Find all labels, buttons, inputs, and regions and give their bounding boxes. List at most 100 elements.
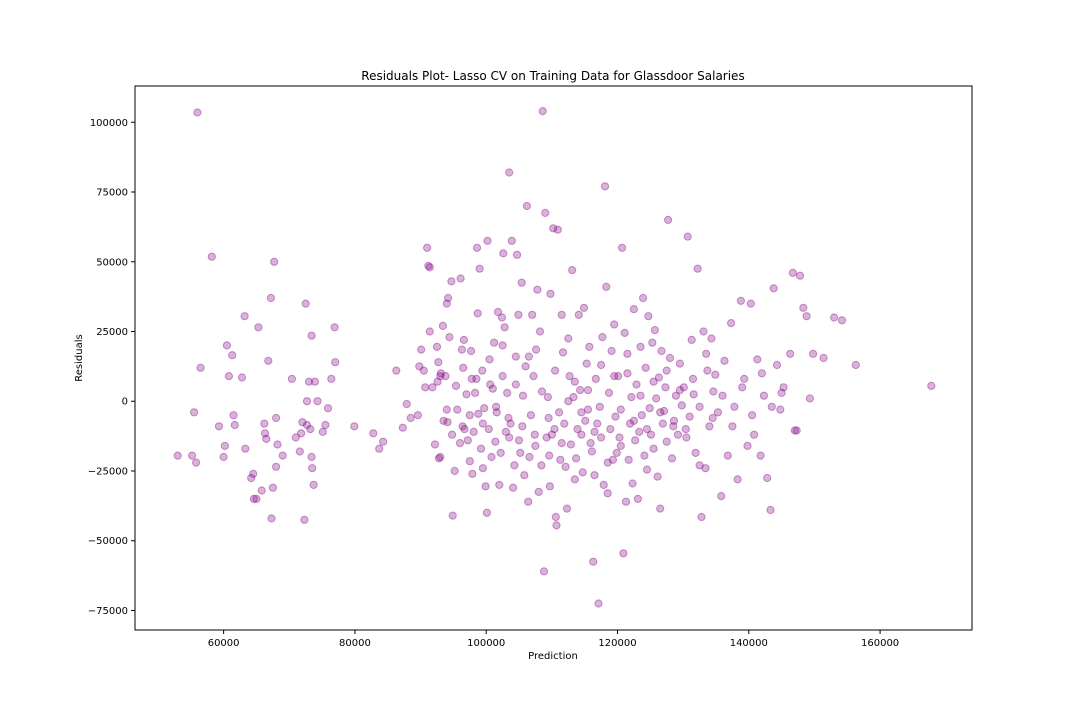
data-point <box>603 489 612 498</box>
data-point <box>564 334 573 343</box>
data-point <box>625 419 635 428</box>
data-point <box>436 372 445 381</box>
data-point <box>228 351 237 360</box>
data-point <box>508 483 518 492</box>
data-point <box>433 377 442 386</box>
data-point <box>662 366 671 375</box>
data-point <box>769 284 778 293</box>
data-point <box>627 393 636 402</box>
data-point <box>551 366 560 375</box>
data-point <box>606 425 615 434</box>
data-point <box>321 420 330 430</box>
data-point <box>546 289 555 298</box>
data-point <box>520 471 529 480</box>
x-tick-label: 100000 <box>467 638 505 649</box>
data-point <box>600 182 610 191</box>
data-point <box>375 444 384 453</box>
data-point <box>685 412 694 421</box>
data-point <box>249 469 258 478</box>
data-point <box>593 419 602 428</box>
data-point <box>498 341 507 350</box>
data-point <box>478 366 487 375</box>
data-point <box>595 402 604 411</box>
data-point <box>753 355 762 364</box>
y-tick-label: −75000 <box>88 606 128 617</box>
data-point <box>583 386 593 395</box>
data-point <box>802 312 811 321</box>
data-point <box>639 293 648 303</box>
data-point <box>736 296 746 305</box>
data-point <box>291 433 300 442</box>
data-point <box>604 388 614 397</box>
data-point <box>577 430 586 439</box>
data-point <box>272 413 281 423</box>
y-tick-label: 75000 <box>96 188 128 199</box>
data-point <box>455 439 465 448</box>
data-point <box>511 352 520 361</box>
data-point <box>790 426 799 435</box>
data-point <box>465 457 474 466</box>
data-point <box>733 475 742 484</box>
data-point <box>648 338 657 347</box>
data-point <box>472 243 482 252</box>
data-point <box>628 479 637 488</box>
data-point <box>707 334 716 343</box>
data-point <box>708 413 717 423</box>
data-point <box>480 404 489 413</box>
x-tick-label: 140000 <box>730 638 768 649</box>
data-point <box>503 388 512 397</box>
data-point <box>723 451 732 460</box>
data-point <box>207 252 216 261</box>
data-point <box>635 427 644 436</box>
data-point <box>467 374 476 383</box>
data-point <box>428 383 437 392</box>
y-axis: −75000 −50000 −25000 0 25000 50000 75000 100000 <box>88 118 135 617</box>
data-point <box>229 411 238 420</box>
data-point <box>727 319 736 328</box>
data-point <box>264 356 273 365</box>
data-point <box>193 108 202 117</box>
data-point <box>537 461 546 470</box>
x-axis: 60000 80000 100000 120000 140000 160000 <box>208 630 899 649</box>
data-point <box>471 388 480 397</box>
data-point <box>196 363 205 372</box>
data-point <box>331 358 340 367</box>
data-point <box>644 312 653 321</box>
x-tick-label: 60000 <box>208 638 240 649</box>
x-tick-label: 120000 <box>598 638 636 649</box>
data-point <box>695 402 704 411</box>
data-point <box>556 455 565 464</box>
data-point <box>173 451 182 460</box>
data-point <box>585 342 594 351</box>
data-point <box>657 346 666 356</box>
data-point <box>611 412 620 421</box>
data-point <box>564 397 573 406</box>
data-point <box>748 411 757 420</box>
data-point <box>718 391 727 400</box>
data-point <box>629 305 639 314</box>
data-point <box>459 363 468 372</box>
data-point <box>472 374 481 383</box>
data-point <box>795 271 805 280</box>
data-point <box>507 236 516 245</box>
data-point <box>516 448 525 457</box>
data-point <box>629 416 639 425</box>
data-point <box>424 261 433 270</box>
y-axis-title: Residuals <box>74 334 85 381</box>
data-point <box>538 107 547 116</box>
data-point <box>565 372 574 381</box>
data-point <box>492 402 501 411</box>
data-point <box>640 451 649 460</box>
data-point <box>602 282 611 291</box>
plot-area-frame <box>134 85 973 631</box>
y-tick-label: 100000 <box>90 118 128 129</box>
data-point <box>413 411 422 420</box>
data-point <box>786 349 795 358</box>
data-point <box>599 480 608 489</box>
data-point <box>779 383 788 392</box>
data-point <box>369 429 378 438</box>
data-point <box>544 413 553 423</box>
data-point <box>459 335 468 344</box>
data-point <box>532 345 541 354</box>
data-point <box>474 409 483 418</box>
